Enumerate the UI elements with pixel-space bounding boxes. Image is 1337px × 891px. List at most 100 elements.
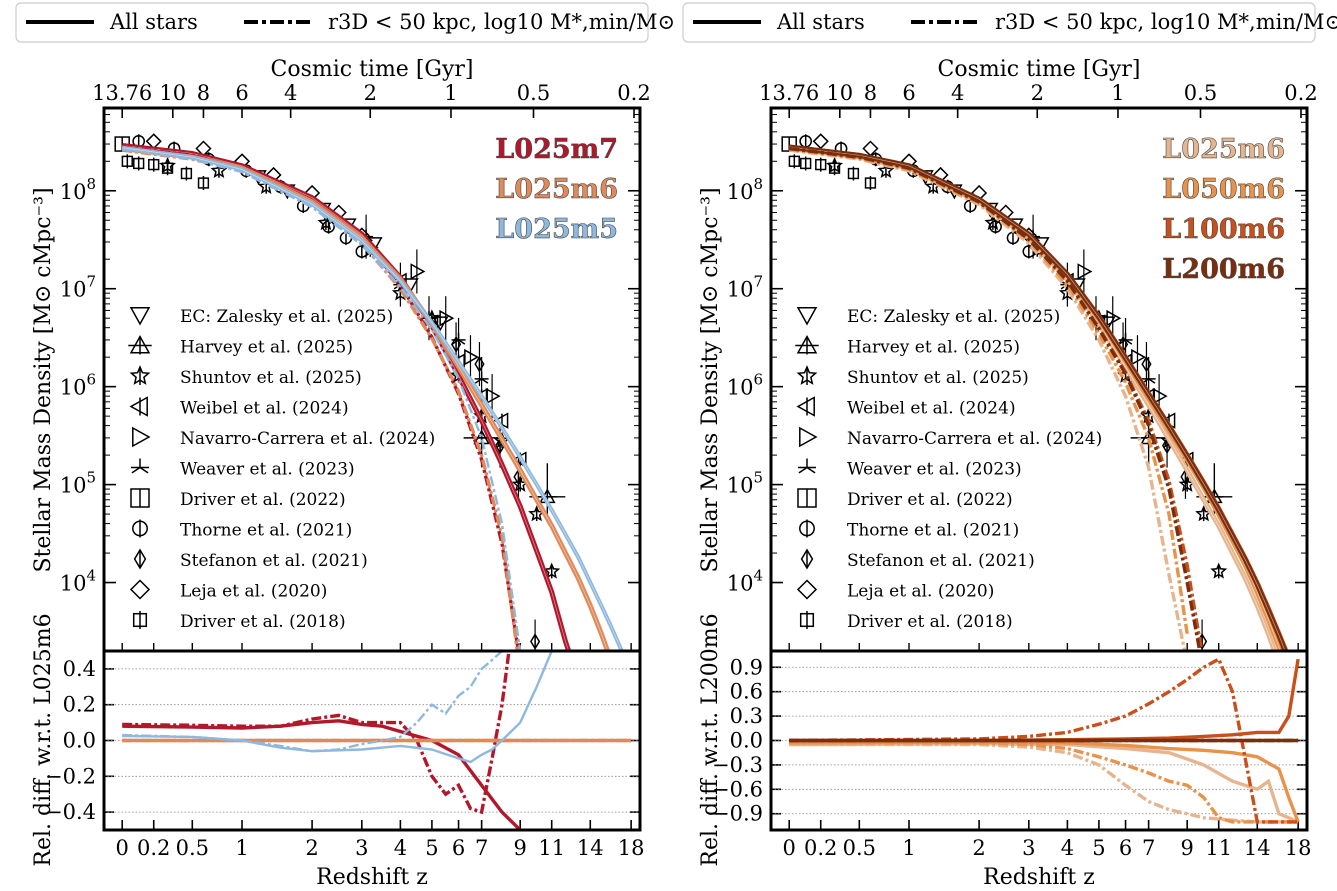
top-tick-label: 13.76 — [92, 81, 152, 105]
legend-entry: Leja et al. (2020) — [180, 582, 327, 602]
curve-all-stars-highlight-L025m7 — [122, 145, 570, 651]
obs-point-triangle-right — [485, 387, 501, 405]
top-tick-label: 10 — [159, 81, 186, 105]
ratio-tick-label: −0.3 — [712, 753, 763, 777]
ratio-tick-label: 0.0 — [63, 729, 96, 753]
top-tick-label: 6 — [235, 81, 248, 105]
obs-point-triangle-right — [410, 263, 426, 280]
x-tick-label: 2 — [305, 836, 318, 860]
x-tick-label: 18 — [618, 836, 645, 860]
ratio-tick-label: −0.4 — [45, 800, 96, 824]
legend-entry: Harvey et al. (2025) — [847, 338, 1020, 358]
legend-entry: Leja et al. (2020) — [847, 582, 994, 602]
axes-frame — [102, 106, 642, 832]
obs-point-square-cross — [788, 154, 800, 169]
x-tick-label: 11 — [538, 836, 565, 860]
top-tick-label: 8 — [197, 81, 210, 105]
obs-point-square-cross — [864, 176, 877, 191]
x-axis-label: Redshift z — [316, 865, 428, 890]
y-tick-label: 108 — [60, 175, 96, 204]
x-tick-label: 7 — [475, 836, 488, 860]
legend-marker-triangle-right — [132, 426, 151, 448]
obs-point-diamond-split — [530, 633, 541, 650]
legend-aperture: r3D < 50 kpc, log10 M*,min/M⊙ = 8 — [328, 10, 719, 34]
x-tick-label: 9 — [514, 836, 527, 860]
obs-point-triangle-right — [1077, 263, 1093, 280]
obs-point-triangle-right — [1106, 309, 1122, 327]
ratio-all-stars-L100m6 — [789, 658, 1300, 743]
top-tick-label: 2 — [1031, 81, 1044, 105]
ratio-all-stars-L050m6 — [789, 740, 1300, 823]
obs-point-square-cross — [180, 166, 193, 181]
ratio-curves — [122, 651, 632, 830]
obs-point-triangle-right — [439, 309, 455, 327]
top-tick-label: 1 — [1111, 81, 1124, 105]
legend-marker-triangle-up — [128, 334, 152, 355]
legend-marker-star — [129, 365, 151, 385]
obs-point-square-cross — [161, 161, 174, 176]
top-tick-label: 4 — [284, 81, 297, 105]
x-tick-label: 11 — [1205, 836, 1232, 860]
legend-marker-triangle-down — [129, 307, 151, 326]
top-legend-left: All stars r3D < 50 kpc, log10 M*,min/M⊙ … — [15, 2, 719, 43]
legend-marker-circle-split — [132, 519, 148, 538]
obs-point-triangle-right — [439, 309, 455, 327]
model-curves — [121, 143, 624, 651]
legend-entry: EC: Zalesky et al. (2025) — [180, 307, 393, 327]
obs-point-star — [543, 562, 561, 579]
legend-marker-tri — [131, 458, 149, 474]
y-tick-label: 106 — [727, 371, 763, 400]
legend-marker-star — [796, 365, 818, 385]
x-tick-label: 0 — [116, 836, 129, 860]
legend-marker-tri — [798, 458, 816, 474]
top-tick-label: 1 — [444, 81, 457, 105]
legend-marker-triangle-left — [796, 396, 815, 417]
x-tick-label: 0.5 — [176, 836, 209, 860]
observation-legend: EC: Zalesky et al. (2025) Harvey et al. (… — [795, 307, 1102, 632]
obs-point-square-cross — [847, 166, 860, 181]
x-tick-label: 1 — [235, 836, 248, 860]
ratio-tick-label: −0.6 — [712, 777, 763, 801]
legend-marker-tri — [798, 466, 808, 474]
obs-point-diamond-split — [474, 355, 485, 373]
ratio-tick-label: −0.9 — [712, 802, 763, 826]
legend-entry: Driver et al. (2022) — [180, 490, 346, 510]
ratio-all-stars-L025m5 — [122, 651, 553, 764]
obs-point-star — [1210, 562, 1228, 579]
y-tick-label: 104 — [60, 567, 96, 596]
obs-point-tri — [474, 371, 489, 384]
obs-point-square-cross — [828, 161, 841, 176]
legend-entry: Weaver et al. (2023) — [847, 460, 1022, 480]
x-tick-label: 0.2 — [804, 836, 837, 860]
legend-entry: Thorne et al. (2021) — [847, 521, 1019, 541]
run-labels: L025m6 L050m6 L100m6 L200m6 — [1162, 134, 1285, 286]
x-tick-label: 3 — [355, 836, 368, 860]
x-tick-label: 4 — [394, 836, 407, 860]
top-tick-label: 2 — [364, 81, 377, 105]
top-legend-right: All stars r3D < 50 kpc, log10 M*,min/M⊙ … — [682, 2, 1337, 43]
legend-marker-triangle-down — [129, 307, 151, 326]
legend-entry: Stefanon et al. (2021) — [180, 551, 368, 571]
legend-all-stars: All stars — [776, 10, 865, 34]
obs-point-square-cross — [800, 156, 812, 171]
y-axis-label: Stellar Mass Density [M⊙ cMpc⁻³] — [698, 187, 723, 572]
curve-aperture-L025m5 — [122, 148, 522, 651]
x-tick-label: 7 — [1142, 836, 1155, 860]
run-label-L025m7: L025m7 — [495, 134, 618, 165]
obs-point-square-cross — [815, 157, 827, 172]
legend-entry: Navarro-Carrera et al. (2024) — [847, 429, 1102, 449]
axes-frame — [769, 106, 1309, 832]
run-label-L100m6: L100m6 — [1162, 214, 1285, 245]
run-labels: L025m7 L025m6 L025m5 — [495, 134, 618, 246]
ratio-aperture-L025m7 — [122, 651, 511, 815]
run-label-L025m6: L025m6 — [1162, 134, 1285, 165]
x-tick-label: 5 — [1092, 836, 1105, 860]
x-tick-label: 18 — [1285, 836, 1312, 860]
obs-point-triangle-right — [410, 263, 426, 280]
x-tick-label: 14 — [1244, 836, 1271, 860]
legend-entry: Driver et al. (2022) — [847, 490, 1013, 510]
legend-all-stars: All stars — [109, 10, 198, 34]
legend-entry: Shuntov et al. (2025) — [847, 368, 1029, 388]
